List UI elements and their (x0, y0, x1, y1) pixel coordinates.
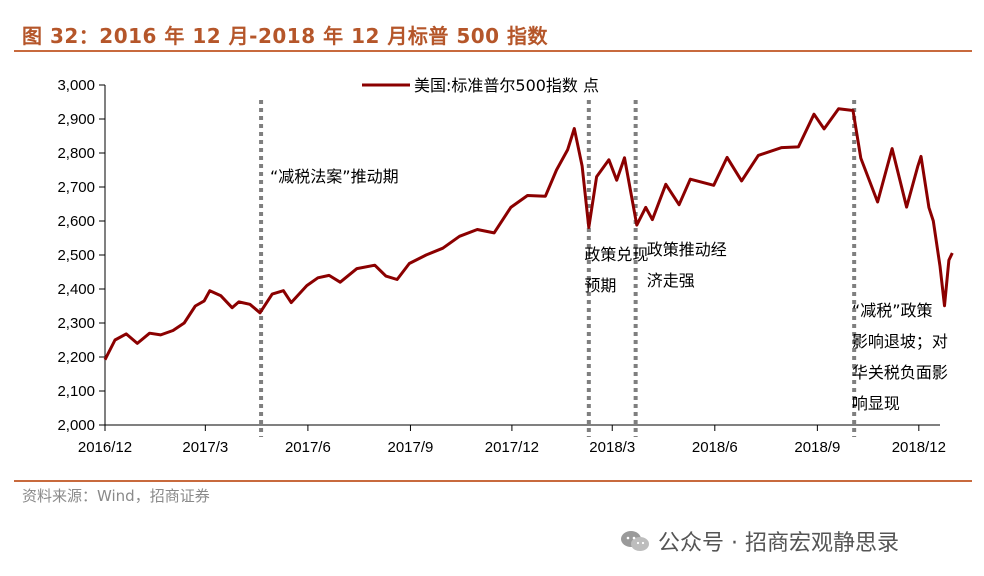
sp500-line-chart: 2,000 2,100 2,200 2,300 2,400 2,500 2,600 2,700… (57, 76, 954, 456)
y-tick-label: 2,300 (57, 315, 95, 332)
period-dividers (259, 100, 857, 437)
annotation-text: “减税法案”推动期 (270, 167, 399, 186)
y-tick-label: 2,700 (57, 179, 95, 196)
x-tick-label: 2017/6 (285, 439, 331, 456)
x-tick-label: 2018/9 (794, 439, 840, 456)
annotation-text: “减税”政策 (852, 301, 933, 320)
legend-label: 美国:标准普尔500指数 点 (414, 76, 599, 95)
series-line-sp500 (103, 107, 954, 361)
y-tick-label: 2,100 (57, 383, 95, 400)
watermark-text: 公众号 · 招商宏观静思录 (658, 531, 899, 556)
x-axis: 2016/12 2017/3 2017/6 2017/9 2017/12 2018/3 20… (78, 424, 946, 456)
annotation-text: 政策兑现 (584, 245, 648, 264)
x-tick-label: 2017/12 (485, 439, 539, 456)
annotation-text: 济走强 (647, 271, 695, 290)
annotation-text: 政策推动经 (647, 240, 727, 259)
watermark: 公众号 · 招商宏观静思录 (620, 525, 899, 557)
x-tick-label: 2018/12 (892, 439, 946, 456)
y-axis: 2,000 2,100 2,200 2,300 2,400 2,500 2,600 2,700… (57, 77, 106, 434)
source-rule (14, 480, 972, 482)
annotation-text: 影响退坡；对 (852, 332, 948, 351)
y-tick-label: 2,200 (57, 349, 95, 366)
x-tick-label: 2016/12 (78, 439, 132, 456)
x-tick-label: 2018/6 (692, 439, 738, 456)
title-rule (14, 50, 972, 52)
annotation-text: 响显现 (852, 394, 900, 413)
wechat-icon (621, 531, 649, 551)
x-tick-label: 2018/3 (589, 439, 635, 456)
y-tick-label: 2,800 (57, 145, 95, 162)
series-layer (103, 107, 954, 361)
y-tick-label: 2,400 (57, 281, 95, 298)
chart-title: 图 32：2016 年 12 月-2018 年 12 月标普 500 指数 (22, 24, 549, 48)
annotation-text: 预期 (584, 276, 616, 295)
y-tick-label: 2,500 (57, 247, 95, 264)
source-note: 资料来源：Wind，招商证券 (22, 487, 210, 505)
y-tick-label: 2,900 (57, 111, 95, 128)
legend: 美国:标准普尔500指数 点 (362, 76, 599, 95)
y-tick-label: 2,000 (57, 417, 95, 434)
y-tick-label: 3,000 (57, 77, 95, 94)
x-tick-label: 2017/3 (182, 439, 228, 456)
y-tick-label: 2,600 (57, 213, 95, 230)
x-tick-label: 2017/9 (388, 439, 434, 456)
annotation-text: 华关税负面影 (852, 363, 948, 382)
